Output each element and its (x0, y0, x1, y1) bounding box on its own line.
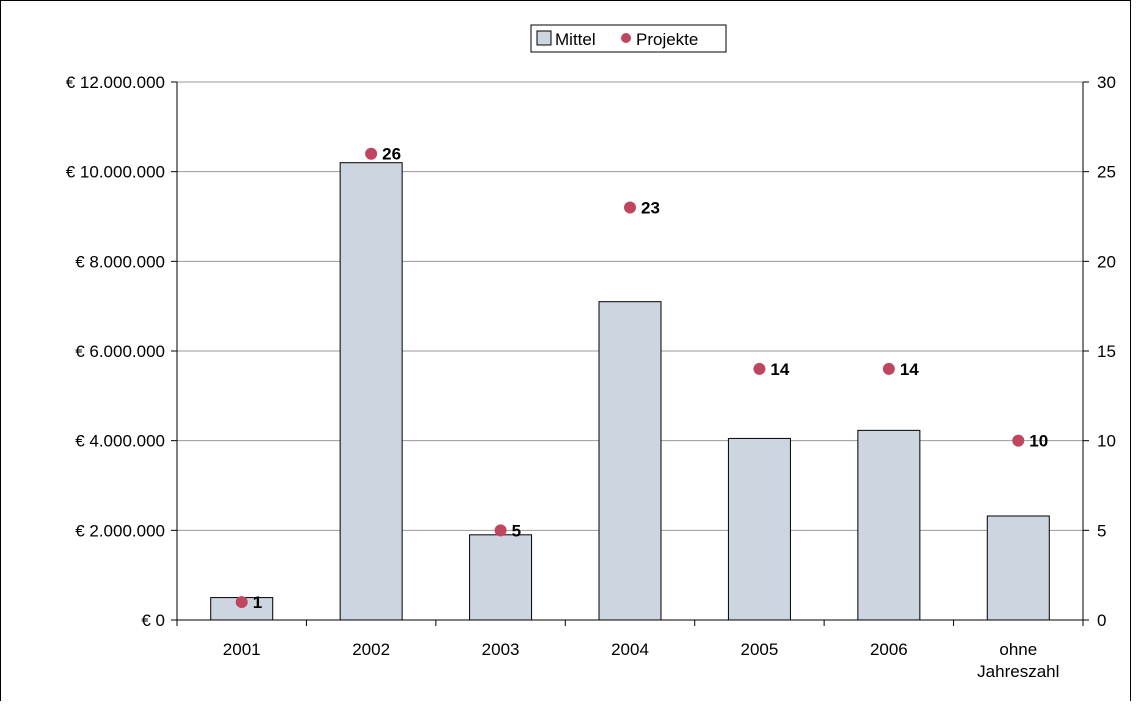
data-label-projekte-5: 14 (900, 360, 919, 379)
legend: Mittel Projekte (530, 24, 727, 53)
point-projekte-3 (624, 201, 636, 214)
bar-mittel-2 (469, 534, 533, 621)
y-left-tick-label: € 6.000.000 (75, 342, 165, 361)
x-tick-label: 2004 (611, 640, 649, 659)
y-right-tick-label: 15 (1097, 342, 1116, 361)
x-tick-label: 2002 (352, 640, 390, 659)
y-right-tick-label: 20 (1097, 252, 1116, 271)
y-right-tick-label: 10 (1097, 432, 1116, 451)
data-label-projekte-0: 1 (253, 593, 262, 612)
x-tick-label: 2001 (223, 640, 261, 659)
data-labels: 1 26 5 23 14 14 10 (253, 145, 1048, 612)
y-right-tick-label: 5 (1097, 521, 1106, 540)
y-left-tick-label: € 4.000.000 (75, 432, 165, 451)
x-tick-label: 2005 (741, 640, 779, 659)
legend-label-projekte: Projekte (636, 30, 698, 49)
bars-mittel (210, 162, 1050, 621)
tick-labels: € 0 € 2.000.000 € 4.000.000 € 6.000.000 € 8.… (66, 73, 1116, 681)
legend-swatch-mittel (536, 30, 552, 46)
y-left-tick-label: € 12.000.000 (66, 73, 165, 92)
axes (171, 81, 1089, 626)
bar-mittel-5 (857, 429, 921, 621)
bar-mittel-3 (598, 301, 662, 621)
y-right-tick-label: 0 (1097, 611, 1106, 630)
point-projekte-2 (494, 524, 507, 537)
data-label-projekte-6: 10 (1029, 432, 1048, 451)
legend-marker-projekte (621, 33, 631, 43)
point-projekte-5 (882, 362, 895, 375)
point-projekte-6 (1012, 434, 1025, 447)
y-left-tick-label: € 10.000.000 (66, 163, 165, 182)
bar-mittel-1 (339, 162, 403, 621)
x-tick-label: ohne Jahreszahl (977, 640, 1059, 681)
point-projekte-0 (235, 596, 248, 609)
y-right-tick-label: 25 (1097, 163, 1116, 182)
point-projekte-1 (365, 147, 378, 160)
bar-mittel-4 (727, 437, 791, 621)
legend-label-mittel: Mittel (555, 30, 596, 49)
point-projekte-4 (753, 362, 766, 375)
data-label-projekte-1: 26 (382, 145, 401, 164)
data-label-projekte-4: 14 (770, 360, 789, 379)
points-projekte (235, 147, 1025, 609)
y-left-tick-label: € 2.000.000 (75, 521, 165, 540)
x-tick-label: 2006 (870, 640, 908, 659)
y-left-tick-label: € 8.000.000 (75, 252, 165, 271)
bar-mittel-6 (986, 515, 1050, 621)
data-label-projekte-2: 5 (512, 521, 521, 540)
y-right-tick-label: 30 (1097, 73, 1116, 92)
data-label-projekte-3: 23 (641, 199, 660, 218)
x-tick-label: 2003 (482, 640, 520, 659)
y-left-tick-label: € 0 (141, 611, 165, 630)
